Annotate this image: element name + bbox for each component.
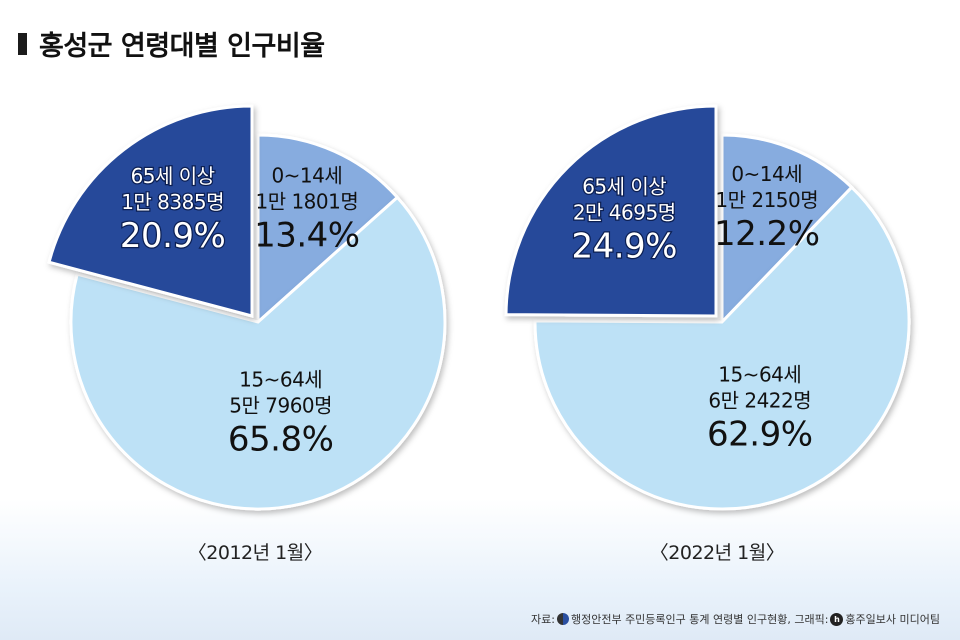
pie-slice-senior (504, 104, 718, 318)
pie-slice-child (256, 133, 400, 326)
slice-percent-child: 12.2% (714, 214, 820, 254)
source-prefix: 자료: (531, 613, 555, 626)
pie-slice-child (720, 133, 854, 326)
brand-logo-icon: h (830, 612, 844, 626)
slice-label-working: 15~64세 (718, 363, 801, 387)
pie-slice-senior (47, 104, 254, 318)
source-brand: 홍주일보사 미디어팀 (845, 613, 940, 626)
slice-percent-child: 13.4% (254, 216, 360, 256)
slice-count-senior: 1만 8385명 (121, 190, 224, 214)
slice-label-child: 0~14세 (271, 164, 342, 188)
slice-label-child: 0~14세 (731, 162, 802, 186)
slice-count-working: 5만 7960명 (229, 394, 332, 418)
slice-count-senior: 2만 4695명 (573, 201, 676, 225)
page-title: 홍성군 연령대별 인구비율 (39, 31, 325, 62)
pie-slice-working (69, 195, 447, 511)
title-marker (18, 32, 27, 55)
slice-count-working: 6만 2422명 (708, 389, 811, 413)
caption-2022: 〈2022년 1월〉 (649, 542, 785, 564)
pie-chart-1 (504, 104, 911, 511)
slice-percent-senior: 20.9% (120, 216, 226, 256)
slice-label-working: 15~64세 (239, 368, 322, 392)
source-text: 행정안전부 주민등록인구 통계 연령별 인구현황, 그래픽: (570, 613, 829, 626)
title-block: 홍성군 연령대별 인구비율 (18, 24, 325, 63)
caption-2012: 〈2012년 1월〉 (187, 542, 323, 564)
slice-label-senior: 65세 이상 (582, 175, 666, 199)
slice-count-child: 1만 1801명 (255, 190, 358, 214)
pie-chart-0 (47, 104, 447, 511)
source-note: 자료: 행정안전부 주민등록인구 통계 연령별 인구현황, 그래픽: h 홍주일… (531, 611, 940, 627)
slice-percent-working: 65.8% (228, 420, 334, 460)
slice-count-child: 1만 2150명 (715, 188, 818, 212)
slice-percent-working: 62.9% (707, 415, 813, 455)
slice-percent-senior: 24.9% (571, 227, 677, 267)
pie-slice-working (533, 185, 911, 511)
slice-label-senior: 65세 이상 (131, 164, 215, 188)
government-emblem-icon (556, 613, 569, 625)
